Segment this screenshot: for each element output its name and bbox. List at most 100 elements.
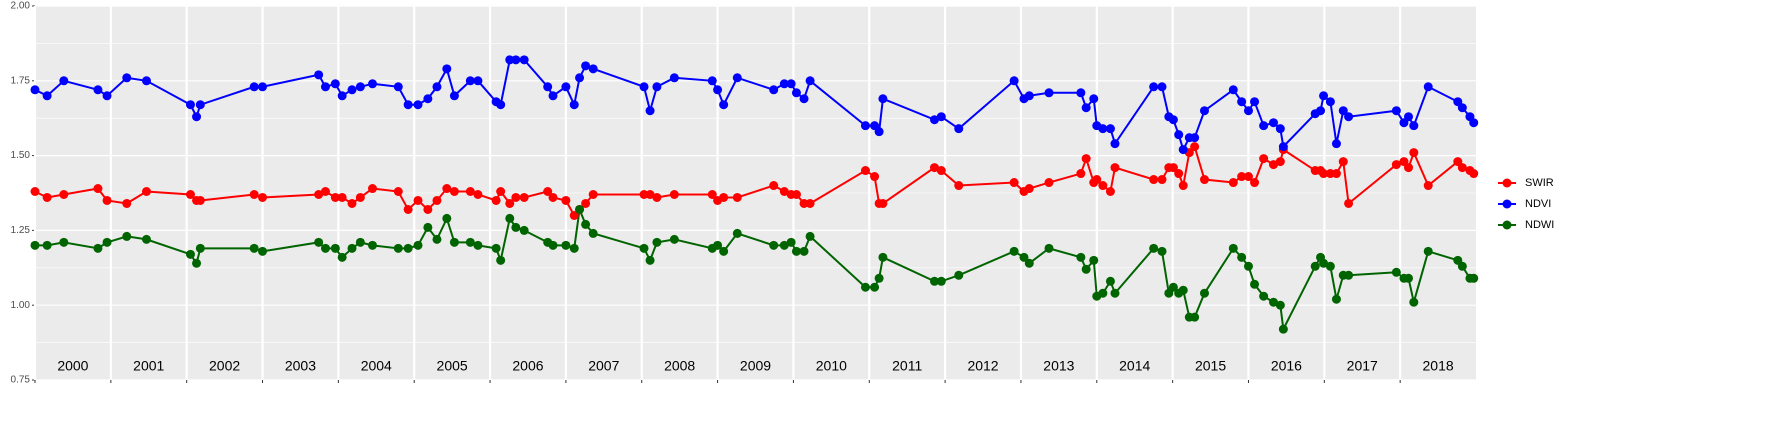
data-point: [639, 243, 649, 253]
data-point: [432, 234, 442, 244]
data-point: [929, 276, 939, 286]
data-point: [799, 246, 809, 256]
data-point: [878, 252, 888, 262]
data-point: [337, 192, 347, 202]
data-point: [1344, 112, 1354, 122]
data-point: [878, 94, 888, 104]
data-point: [1457, 103, 1467, 113]
data-point: [1250, 279, 1260, 289]
data-point: [669, 234, 679, 244]
x-tick-label: 2000: [57, 358, 88, 374]
data-point: [1089, 255, 1099, 265]
data-point: [645, 255, 655, 265]
data-point: [1044, 178, 1054, 188]
data-point: [569, 210, 579, 220]
data-point: [413, 195, 423, 205]
data-point: [314, 189, 324, 199]
data-point: [1344, 198, 1354, 208]
data-point: [1024, 184, 1034, 194]
data-point: [30, 85, 40, 95]
data-point: [769, 85, 779, 95]
data-point: [1092, 175, 1102, 185]
data-point: [1076, 88, 1086, 98]
data-point: [1157, 175, 1167, 185]
data-point: [1243, 261, 1253, 271]
data-point: [707, 76, 717, 86]
data-point: [1044, 243, 1054, 253]
data-point: [195, 100, 205, 110]
data-point: [581, 198, 591, 208]
data-point: [732, 73, 742, 83]
data-point: [442, 184, 452, 194]
data-point: [1325, 261, 1335, 271]
data-point: [1157, 82, 1167, 92]
data-point: [42, 240, 52, 250]
data-point: [543, 187, 553, 197]
data-point: [799, 94, 809, 104]
data-point: [511, 55, 521, 65]
data-point: [1190, 312, 1200, 322]
data-point: [1331, 294, 1341, 304]
data-point: [713, 240, 723, 250]
data-point: [413, 100, 423, 110]
data-point: [791, 88, 801, 98]
data-point: [337, 91, 347, 101]
data-point: [1237, 252, 1247, 262]
data-point: [860, 121, 870, 131]
data-point: [1237, 172, 1247, 182]
data-point: [403, 243, 413, 253]
y-tick-label: 1.25: [11, 225, 31, 236]
data-point: [1024, 91, 1034, 101]
data-point: [465, 187, 475, 197]
data-point: [1404, 163, 1414, 173]
data-point: [1089, 94, 1099, 104]
data-point: [1391, 160, 1401, 170]
data-point: [936, 112, 946, 122]
data-point: [779, 240, 789, 250]
data-point: [870, 282, 880, 292]
data-point: [548, 192, 558, 202]
data-point: [645, 106, 655, 116]
data-point: [543, 82, 553, 92]
data-point: [491, 195, 501, 205]
data-point: [449, 91, 459, 101]
data-point: [347, 243, 357, 253]
data-point: [575, 73, 585, 83]
data-point: [330, 243, 340, 253]
data-point: [548, 240, 558, 250]
data-point: [93, 184, 103, 194]
x-tick-label: 2012: [967, 358, 998, 374]
data-point: [505, 198, 515, 208]
data-point: [347, 85, 357, 95]
legend-label: SWIR: [1525, 177, 1554, 189]
legend-marker: [1502, 178, 1512, 188]
data-point: [1149, 175, 1159, 185]
data-point: [860, 282, 870, 292]
data-point: [1469, 273, 1479, 283]
data-point: [1009, 246, 1019, 256]
data-point: [185, 100, 195, 110]
data-point: [59, 237, 69, 247]
data-point: [1168, 163, 1178, 173]
data-point: [805, 198, 815, 208]
data-point: [1081, 103, 1091, 113]
data-point: [588, 189, 598, 199]
data-point: [195, 195, 205, 205]
data-point: [1105, 276, 1115, 286]
data-point: [355, 82, 365, 92]
data-point: [102, 91, 112, 101]
data-point: [954, 124, 964, 134]
data-point: [779, 187, 789, 197]
data-point: [511, 222, 521, 232]
data-point: [569, 243, 579, 253]
data-point: [1076, 169, 1086, 179]
data-point: [1391, 267, 1401, 277]
data-point: [258, 246, 268, 256]
data-point: [1044, 88, 1054, 98]
data-point: [258, 82, 268, 92]
data-point: [1228, 85, 1238, 95]
data-point: [1316, 106, 1326, 116]
data-point: [791, 246, 801, 256]
data-point: [195, 243, 205, 253]
data-point: [1199, 288, 1209, 298]
